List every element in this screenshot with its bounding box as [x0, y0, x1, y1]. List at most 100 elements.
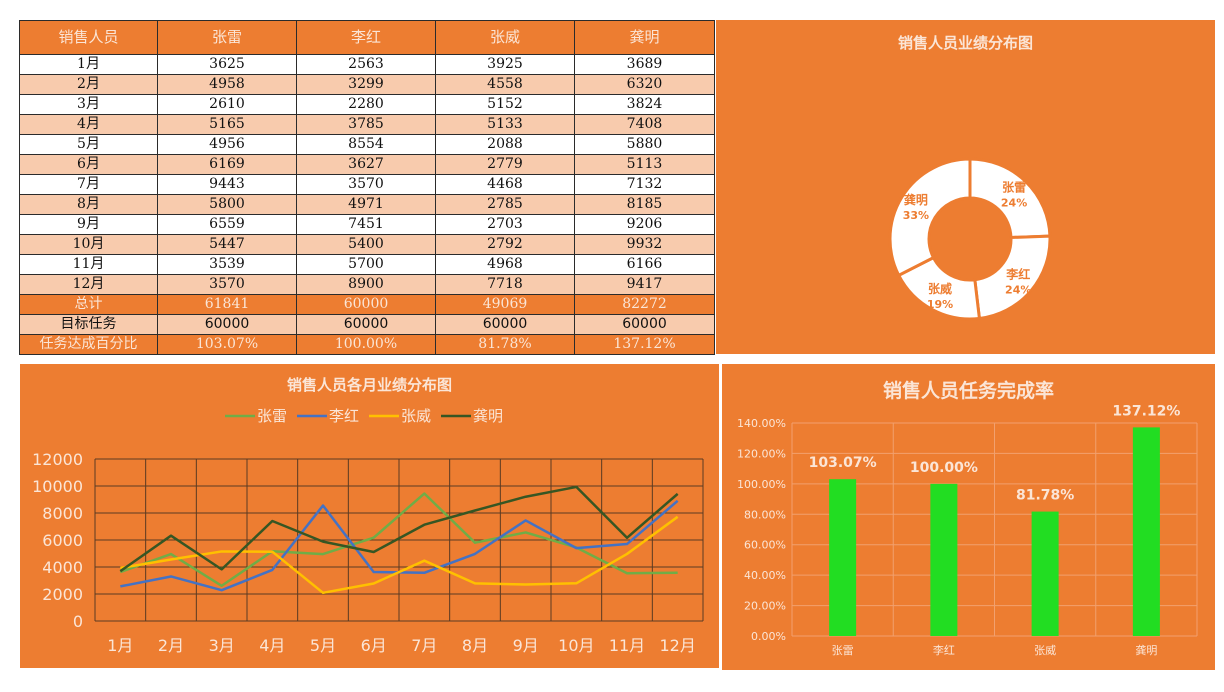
value-cell: 8185: [574, 194, 715, 215]
value-cell: 2088: [435, 134, 575, 155]
value-cell: 60000: [157, 314, 297, 335]
y-tick-label: 12000: [32, 450, 83, 469]
y-tick-label: 100.00%: [737, 478, 786, 491]
table-row: 9月 6559 7451 2703 9206: [19, 214, 715, 235]
value-cell: 4971: [296, 194, 436, 215]
row-label-cell: 目标任务: [19, 314, 158, 335]
legend-label: 龚明: [473, 407, 503, 425]
value-cell: 60000: [574, 314, 715, 335]
value-cell: 2563: [296, 54, 436, 75]
value-cell: 49069: [435, 294, 575, 315]
header-cell: 李红: [296, 20, 436, 55]
pie-slice: [888, 157, 972, 278]
table-row: 7月 9443 3570 4468 7132: [19, 174, 715, 195]
bar: [829, 479, 857, 636]
value-cell: 8554: [296, 134, 436, 155]
line-chart-title: 销售人员各月业绩分布图: [286, 376, 452, 394]
pie-category-label: 张威: [928, 281, 952, 296]
value-cell: 82272: [574, 294, 715, 315]
value-cell: 2792: [435, 234, 575, 255]
header-cell: 张雷: [157, 20, 297, 55]
target-row: 目标任务 60000 60000 60000 60000: [19, 314, 715, 335]
value-cell: 4968: [435, 254, 575, 275]
value-cell: 5113: [574, 154, 715, 175]
bar: [1031, 511, 1059, 636]
x-tick-label: 2月: [158, 636, 184, 655]
row-label-cell: 任务达成百分比: [19, 334, 158, 355]
row-label-cell: 1月: [19, 54, 158, 75]
value-cell: 7408: [574, 114, 715, 135]
legend-label: 张威: [401, 407, 431, 425]
table-header-row: 销售人员 张雷 李红 张威 龚明: [19, 20, 715, 55]
value-cell: 6166: [574, 254, 715, 275]
total-row: 总计 61841 60000 49069 82272: [19, 294, 715, 315]
table-row: 3月 2610 2280 5152 3824: [19, 94, 715, 115]
row-label-cell: 7月: [19, 174, 158, 195]
sales-table: 销售人员 张雷 李红 张威 龚明 1月 3625 2563 3925 3689 2月 495…: [19, 20, 715, 355]
table-row: 1月 3625 2563 3925 3689: [19, 54, 715, 75]
line-chart: 0 2000 4000 6000 8000 10000 12000 1月 2月 3月 4月 5月 6月 7…: [32, 407, 704, 655]
x-tick-label: 10月: [558, 636, 594, 655]
value-cell: 3627: [296, 154, 436, 175]
value-cell: 5880: [574, 134, 715, 155]
y-tick-label: 20.00%: [744, 600, 786, 613]
value-cell: 4958: [157, 74, 297, 95]
value-cell: 6559: [157, 214, 297, 235]
y-tick-label: 4000: [42, 558, 83, 577]
bar-value-label: 103.07%: [809, 455, 877, 471]
pie-chart-panel: 销售人员业绩分布图 张雷 24% 李红 24% 张威 19% 龚明 33%: [716, 20, 1215, 354]
value-cell: 81.78%: [435, 334, 575, 355]
y-tick-label: 0: [73, 612, 83, 631]
value-cell: 5133: [435, 114, 575, 135]
y-tick-label: 80.00%: [744, 508, 786, 521]
value-cell: 60000: [435, 314, 575, 335]
row-label-cell: 9月: [19, 214, 158, 235]
table-row: 12月 3570 8900 7718 9417: [19, 274, 715, 295]
value-cell: 7451: [296, 214, 436, 235]
y-tick-label: 0.00%: [751, 630, 786, 643]
y-tick-label: 2000: [42, 585, 83, 604]
value-cell: 3570: [296, 174, 436, 195]
value-cell: 3785: [296, 114, 436, 135]
row-label-cell: 6月: [19, 154, 158, 175]
value-cell: 3689: [574, 54, 715, 75]
value-cell: 8900: [296, 274, 436, 295]
value-cell: 2703: [435, 214, 575, 235]
value-cell: 3925: [435, 54, 575, 75]
pie-category-label: 张雷: [1002, 179, 1026, 194]
value-cell: 9932: [574, 234, 715, 255]
pie-slice: [968, 157, 1052, 240]
value-cell: 2785: [435, 194, 575, 215]
value-cell: 137.12%: [574, 334, 715, 355]
value-cell: 2280: [296, 94, 436, 115]
table-row: 10月 5447 5400 2792 9932: [19, 234, 715, 255]
table-row: 11月 3539 5700 4968 6166: [19, 254, 715, 275]
value-cell: 60000: [296, 294, 436, 315]
x-tick-label: 9月: [513, 636, 539, 655]
x-tick-label: 12月: [659, 636, 695, 655]
row-label-cell: 5月: [19, 134, 158, 155]
value-cell: 6320: [574, 74, 715, 95]
x-tick-label: 3月: [209, 636, 235, 655]
header-cell: 龚明: [574, 20, 715, 55]
series-line: [119, 492, 678, 588]
pie-chart-title: 销售人员业绩分布图: [897, 34, 1033, 52]
value-cell: 6169: [157, 154, 297, 175]
row-label-cell: 总计: [19, 294, 158, 315]
x-tick-label: 5月: [310, 636, 336, 655]
value-cell: 5447: [157, 234, 297, 255]
value-cell: 9443: [157, 174, 297, 195]
y-tick-label: 8000: [42, 504, 83, 523]
value-cell: 3539: [157, 254, 297, 275]
table-row: 6月 6169 3627 2779 5113: [19, 154, 715, 175]
header-cell: 销售人员: [19, 20, 158, 55]
value-cell: 5165: [157, 114, 297, 135]
row-label-cell: 3月: [19, 94, 158, 115]
x-tick-label: 李红: [933, 643, 955, 657]
bar-chart: 0.00% 20.00% 40.00% 60.00% 80.00% 100.00% 120.…: [737, 403, 1198, 657]
pie-percent-label: 19%: [927, 298, 953, 311]
value-cell: 60000: [296, 314, 436, 335]
bar-value-label: 100.00%: [910, 460, 978, 476]
y-tick-label: 60.00%: [744, 539, 786, 552]
value-cell: 100.00%: [296, 334, 436, 355]
